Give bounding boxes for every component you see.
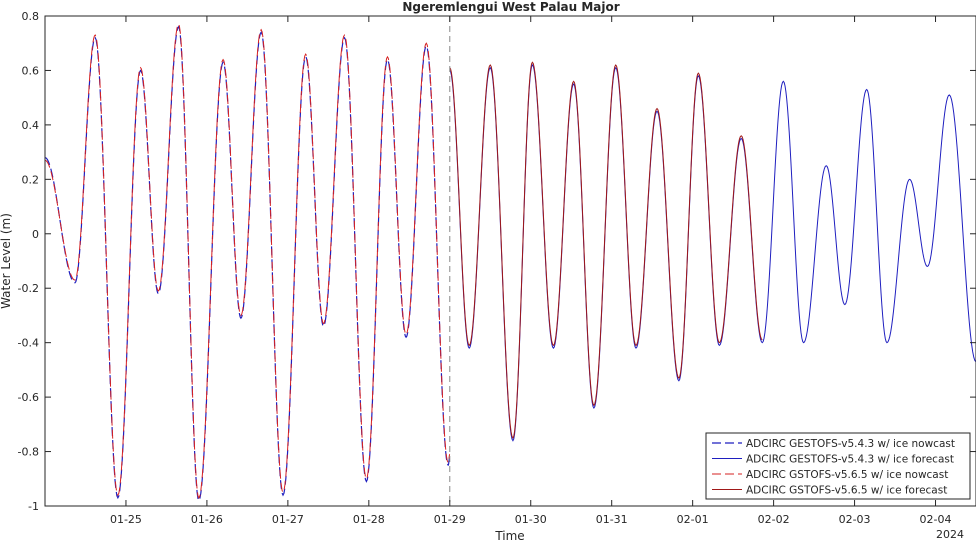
y-tick-label: 0 <box>32 228 39 241</box>
x-tick-label: 02-04 <box>920 513 952 526</box>
x-tick-label: 02-02 <box>758 513 790 526</box>
x-year-label: 2024 <box>936 528 964 541</box>
series-line-3 <box>44 23 451 499</box>
axis-layer: -1 -0.8 -0.6 -0.4 -0.2 0 0.2 0.4 0.6 0.8 01-25 01-2… <box>18 10 976 526</box>
x-tick-label: 01-26 <box>191 513 223 526</box>
x-axis-label: Time <box>494 529 524 541</box>
y-tick-label: -1 <box>28 500 39 513</box>
series-line-1 <box>44 25 451 502</box>
y-tick-label: 0.2 <box>22 173 40 186</box>
x-tick-label: 01-30 <box>515 513 547 526</box>
legend: ADCIRC GESTOFS-v5.4.3 w/ ice nowcast ADCI… <box>705 432 971 500</box>
x-tick-label: 01-28 <box>353 513 385 526</box>
series-line-4 <box>449 61 763 439</box>
legend-entry-label: ADCIRC GSTOFS-v5.6.5 w/ ice forecast <box>746 485 947 497</box>
y-axis-label: Water Level (m) <box>0 213 13 309</box>
x-tick-label: 01-25 <box>110 513 142 526</box>
legend-entry-label: ADCIRC GESTOFS-v5.4.3 w/ ice forecast <box>746 454 954 466</box>
y-tick-label: 0.4 <box>22 119 40 132</box>
x-tick-label: 01-27 <box>272 513 304 526</box>
plot-frame <box>44 15 976 507</box>
y-tick-label: 0.8 <box>22 10 40 23</box>
x-tick-label: 01-31 <box>596 513 628 526</box>
x-tick-label: 02-01 <box>677 513 709 526</box>
series-layer <box>44 23 976 502</box>
legend-entry-label: ADCIRC GSTOFS-v5.6.5 w/ ice nowcast <box>746 469 948 481</box>
y-tick-label: 0.6 <box>22 64 40 77</box>
legend-entry-label: ADCIRC GESTOFS-v5.4.3 w/ ice nowcast <box>746 438 955 450</box>
y-tick-label: -0.8 <box>18 446 39 459</box>
x-tick-label: 01-29 <box>434 513 466 526</box>
x-tick-label: 02-03 <box>839 513 871 526</box>
y-tick-label: -0.2 <box>18 282 39 295</box>
legend-box <box>705 432 971 500</box>
y-tick-label: -0.6 <box>18 391 39 404</box>
y-tick-label: -0.4 <box>18 337 39 350</box>
chart-title: Ngeremlengui West Palau Major <box>402 0 619 14</box>
